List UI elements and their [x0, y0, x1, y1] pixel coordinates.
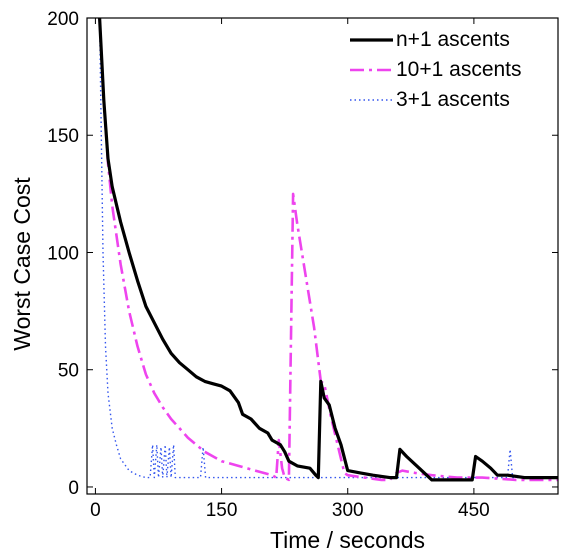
- series-line-10-1-ascents: [98, 18, 558, 482]
- legend-label: 10+1 ascents: [396, 58, 522, 81]
- x-axis-title: Time / seconds: [270, 527, 425, 552]
- x-tick-label: 150: [206, 500, 238, 521]
- y-axis-title: Worst Case Cost: [9, 177, 35, 351]
- y-tick-label: 200: [47, 9, 79, 30]
- x-tick-label: 0: [90, 500, 101, 521]
- x-tick-label: 300: [332, 500, 364, 521]
- x-tick-label: 450: [458, 500, 490, 521]
- y-tick-label: 0: [68, 478, 79, 499]
- legend: n+1 ascents 10+1 ascents 3+1 ascents: [350, 28, 522, 111]
- axes-frame: [86, 17, 559, 495]
- y-tick-label: 100: [47, 243, 79, 264]
- y-tick-label: 50: [58, 361, 79, 382]
- legend-label: n+1 ascents: [396, 28, 510, 51]
- series-line-3-1-ascents: [98, 18, 558, 479]
- legend-label: 3+1 ascents: [396, 88, 510, 111]
- series-line-n-1-ascents: [98, 18, 558, 482]
- axis-ticks: 0 150 300 450 0 50 100 150 200: [47, 9, 558, 521]
- plot-area: [98, 18, 558, 482]
- y-tick-label: 150: [47, 126, 79, 147]
